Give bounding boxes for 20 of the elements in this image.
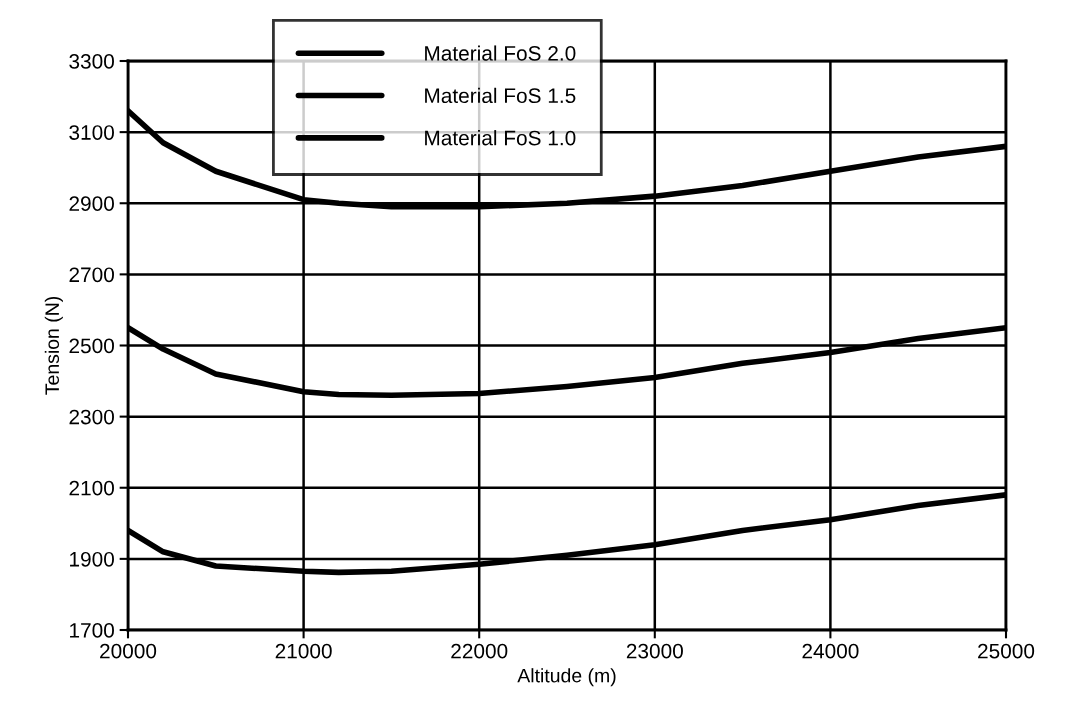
x-tick-label: 20000 <box>100 643 157 659</box>
legend-label: Material FoS 1.5 <box>425 87 576 104</box>
x-tick-label: 21000 <box>275 643 332 659</box>
y-tick-label: 1900 <box>70 551 114 567</box>
legend-label: Material FoS 1.0 <box>425 130 576 146</box>
y-tick-label: 3100 <box>69 125 114 140</box>
y-tick-label: 2700 <box>69 267 114 283</box>
y-tick-label: 2300 <box>69 409 114 425</box>
legend-label: Material FoS 2.0 <box>425 45 576 61</box>
x-tick-label: 23000 <box>626 643 683 659</box>
y-tick-label: 3300 <box>69 54 114 69</box>
y-tick-label: 2500 <box>69 338 114 354</box>
y-tick-label: 1700 <box>70 623 114 638</box>
y-tick-label: 2900 <box>69 196 114 211</box>
y-tick-label: 2100 <box>69 480 114 496</box>
x-tick-label: 25000 <box>978 643 1035 659</box>
x-axis-title: Altitude (m) <box>517 668 616 687</box>
x-tick-label: 22000 <box>451 643 508 659</box>
y-axis-title: Tension (N) <box>44 297 63 395</box>
x-tick-label: 24000 <box>802 643 859 659</box>
